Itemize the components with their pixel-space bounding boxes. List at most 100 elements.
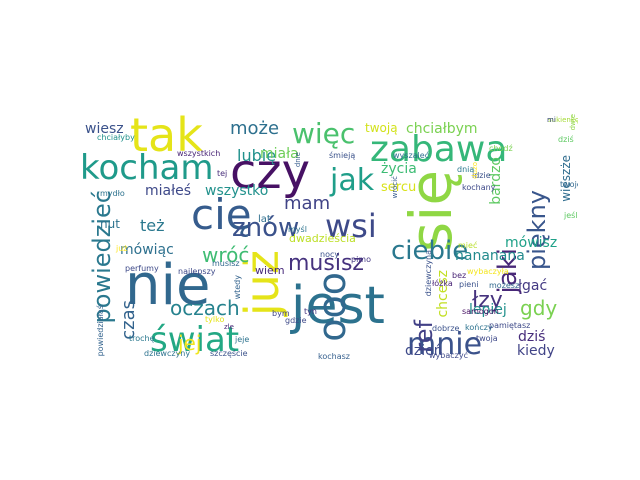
cloud-word: kiedy	[517, 343, 555, 359]
cloud-word: chcesz	[435, 270, 451, 318]
cloud-word: już	[116, 244, 128, 253]
cloud-word: powiedzieć	[88, 190, 116, 324]
cloud-word: mydło	[100, 189, 125, 198]
cloud-word: trochę	[129, 334, 155, 343]
cloud-word: mnie	[407, 327, 483, 362]
cloud-word: dziewczyna	[424, 250, 433, 297]
cloud-word: miałeś	[145, 183, 191, 199]
cloud-word: nie	[125, 253, 211, 318]
cloud-word: dnia	[457, 165, 475, 174]
cloud-word: możesz	[489, 281, 520, 290]
cloud-word: pamiętasz	[489, 321, 531, 330]
cloud-word: kochasz	[318, 352, 350, 361]
cloud-word: cię	[191, 190, 252, 239]
cloud-word: może	[230, 118, 280, 139]
cloud-word: pimo	[351, 255, 371, 264]
cloud-word: wszystko	[205, 183, 269, 199]
cloud-word: kocham	[80, 148, 214, 188]
cloud-word: ooo	[310, 272, 354, 342]
cloud-word: tyn	[304, 307, 317, 316]
cloud-word: bardzo	[488, 157, 504, 205]
cloud-word: jeśli	[564, 211, 578, 220]
cloud-word: też	[140, 216, 165, 235]
cloud-word: lepiej	[469, 302, 507, 318]
cloud-word: wtedy	[233, 275, 242, 300]
cloud-word: chodź	[489, 144, 513, 153]
cloud-word: perfumy	[125, 264, 159, 273]
cloud-word: dziewczyny	[144, 349, 191, 358]
cloud-word: dobrze	[432, 324, 460, 333]
cloud-word: wyszaleć	[393, 151, 430, 160]
cloud-word: szczęście	[210, 349, 248, 358]
cloud-word: chciałyby	[97, 133, 135, 142]
cloud-word: wiesz	[85, 121, 124, 137]
cloud-word: mi	[547, 116, 556, 124]
cloud-word: sercu	[381, 180, 417, 195]
cloud-word: dziś	[518, 329, 546, 345]
cloud-word: tej	[217, 169, 228, 178]
cloud-word: dwadzieścia	[289, 232, 356, 245]
cloud-word: śmieją	[329, 151, 356, 160]
cloud-word: wieszże	[559, 155, 573, 202]
cloud-word: twojej	[560, 180, 578, 189]
cloud-word: wsi	[325, 207, 377, 245]
cloud-word: świat	[150, 320, 240, 360]
cloud-word: lat	[258, 214, 271, 225]
cloud-word: twoja	[476, 334, 498, 343]
cloud-word: wybaczyć	[429, 351, 468, 360]
cloud-word: powiedziałaś	[96, 305, 105, 357]
cloud-word: myśl	[288, 225, 307, 234]
cloud-word: piękny	[523, 190, 551, 270]
word-cloud: się nie jest tak czy już cię kocham zabawa ooo mni…	[80, 110, 578, 368]
cloud-word: czy	[230, 144, 310, 200]
cloud-word: zle	[224, 323, 234, 331]
cloud-word: mówiąc	[120, 242, 174, 258]
cloud-word: dzień	[405, 343, 443, 359]
cloud-word: nananana	[455, 248, 525, 264]
cloud-word: kończy	[465, 323, 493, 332]
cloud-word: znów	[232, 213, 300, 243]
cloud-word: wybaczyła	[467, 267, 509, 276]
cloud-word: łgać	[518, 278, 548, 294]
cloud-word: więc	[292, 117, 356, 150]
cloud-word: gdzie	[285, 316, 307, 325]
cloud-word: idzie	[472, 171, 491, 180]
cloud-word: bez	[452, 271, 467, 280]
cloud-word: chciałbym	[406, 121, 478, 137]
cloud-word: dziś	[558, 135, 574, 144]
cloud-word: bym	[272, 309, 290, 318]
cloud-word: mam	[284, 193, 331, 214]
cloud-word: wiem	[255, 264, 285, 277]
cloud-word: musisz	[212, 259, 240, 268]
cloud-word: kochany	[462, 183, 496, 192]
cloud-word: dwie	[569, 114, 577, 131]
cloud-word: pieni	[459, 280, 479, 289]
cloud-word: życia	[381, 161, 417, 177]
cloud-word: miała	[260, 146, 299, 162]
cloud-word: zabawa	[370, 129, 508, 170]
cloud-word: gdy	[520, 296, 558, 320]
cloud-word: samogon	[462, 307, 499, 316]
cloud-word: dnie	[294, 152, 302, 168]
cloud-word: mówisz	[505, 235, 558, 251]
cloud-word: tak	[130, 110, 203, 162]
cloud-word: lubię	[237, 146, 277, 165]
cloud-word: mieć	[458, 241, 478, 250]
cloud-word: nut	[100, 217, 120, 231]
cloud-word: wszystkich	[177, 149, 221, 158]
cloud-word: musisz	[288, 251, 364, 276]
cloud-word: twoją	[365, 121, 398, 135]
cloud-word: nocy	[320, 250, 340, 259]
cloud-word: ciebie	[391, 236, 469, 266]
cloud-word: wróć	[202, 243, 250, 267]
cloud-word: jak	[330, 163, 375, 198]
cloud-word: łzy	[472, 288, 503, 313]
cloud-word: jeje	[235, 335, 250, 344]
cloud-word: łóżka	[432, 279, 453, 288]
cloud-word: tylko	[205, 315, 225, 324]
cloud-word: wrócić	[391, 176, 399, 199]
cloud-word: jest	[291, 276, 385, 336]
cloud-word: oczach	[170, 296, 240, 320]
cloud-word: najlepszy	[178, 267, 216, 276]
cloud-word: sukienkę	[548, 116, 578, 124]
